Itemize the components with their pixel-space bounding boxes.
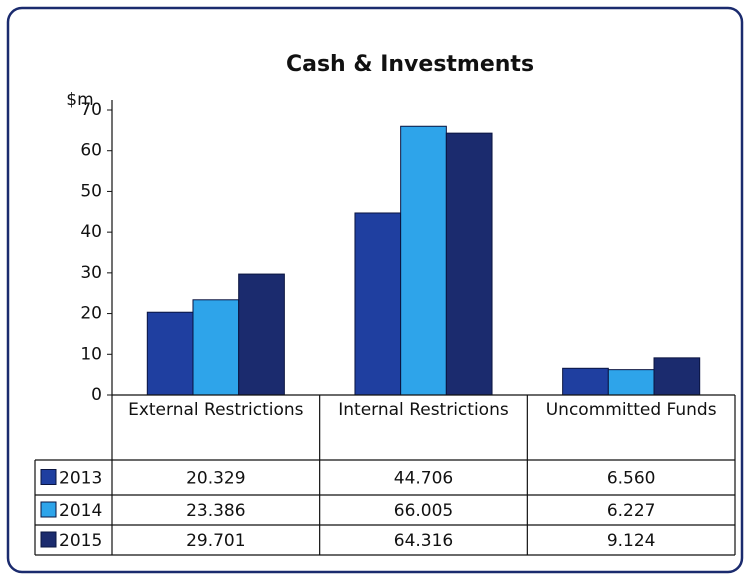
legend-label: 2015 (59, 531, 102, 551)
y-tick-label: 20 (80, 304, 102, 324)
y-axis-label: $m (66, 90, 93, 110)
y-tick-label: 10 (80, 344, 102, 364)
x-tick-label-box: External Restrictions (128, 400, 304, 420)
bar (400, 125, 447, 396)
bar (607, 369, 655, 396)
table-cell: 44.706 (394, 469, 453, 489)
legend-label: 2014 (59, 501, 102, 521)
y-tick-label: 40 (80, 222, 102, 242)
bar (653, 357, 701, 396)
table-cell: 64.316 (394, 531, 453, 551)
table-cell: 9.124 (607, 531, 656, 551)
table-cell: 6.560 (607, 469, 656, 489)
chart-title: Cash & Investments (286, 52, 534, 77)
table-cell: 20.329 (186, 469, 245, 489)
bar (192, 299, 240, 396)
bar (354, 212, 402, 396)
y-tick-label: 60 (80, 141, 102, 161)
bar (562, 367, 609, 396)
bar (238, 273, 285, 396)
legend-swatch (40, 469, 57, 485)
x-tick-label: External Restrictions (128, 400, 304, 420)
y-tick-label: 0 (91, 385, 102, 405)
x-tick-label-box: Uncommitted Funds (545, 400, 717, 420)
x-tick-label: Uncommitted Funds (545, 400, 717, 420)
table-cell: 23.386 (186, 501, 245, 521)
legend-label: 2013 (59, 469, 102, 489)
y-tick-label: 30 (80, 263, 102, 283)
table-cell: 29.701 (186, 531, 245, 551)
y-tick-label: 70 (80, 100, 102, 120)
x-tick-label-box: Internal Restrictions (338, 400, 509, 420)
legend-swatch (40, 531, 57, 548)
x-tick-label: Internal Restrictions (338, 400, 509, 420)
y-tick-label: 50 (80, 181, 102, 201)
table-cell: 6.227 (607, 501, 656, 521)
legend-swatch (40, 501, 57, 518)
bar (146, 311, 194, 396)
table-cell: 66.005 (394, 501, 453, 521)
bar (445, 132, 493, 396)
